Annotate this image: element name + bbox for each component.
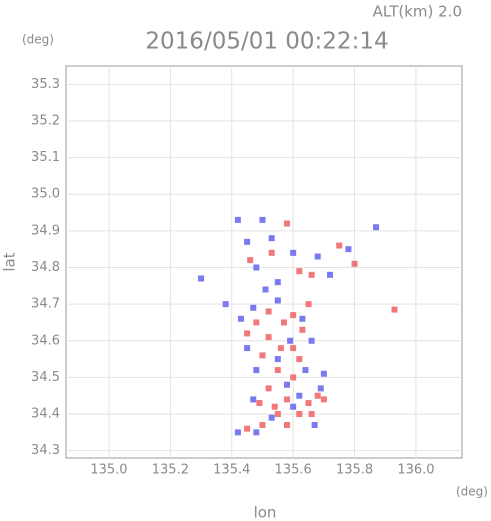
radar-echo	[336, 242, 343, 249]
y-tick-label: 35.1	[31, 150, 60, 165]
radar-echo	[280, 319, 287, 326]
radar-echo	[268, 235, 275, 242]
radar-echo	[244, 345, 251, 352]
chart-title: 2016/05/01 00:22:14	[145, 29, 388, 55]
radar-echo	[262, 286, 269, 293]
radar-echo	[274, 356, 281, 363]
y-tick-label: 34.4	[31, 407, 60, 422]
radar-echo	[314, 392, 321, 399]
radar-echo	[290, 403, 297, 410]
radar-echo	[302, 367, 309, 374]
radar-echo	[253, 264, 260, 271]
y-tick-label: 35.2	[31, 113, 60, 128]
radar-echo	[305, 400, 312, 407]
radar-echo	[290, 312, 297, 319]
radar-echo	[296, 392, 303, 399]
radar-echo	[265, 385, 272, 392]
radar-echo	[265, 308, 272, 315]
radar-echo	[256, 400, 263, 407]
radar-echo	[250, 304, 257, 311]
radar-echo	[351, 260, 358, 267]
radar-echo	[290, 345, 297, 352]
plot-frame	[65, 65, 463, 459]
radar-echo	[268, 249, 275, 256]
radar-echo	[268, 414, 275, 421]
radar-echo	[234, 216, 241, 223]
radar-echo	[345, 246, 352, 253]
x-tick-label: 135.4	[213, 463, 250, 478]
radar-echo	[253, 429, 260, 436]
radar-echo	[391, 306, 398, 313]
radar-echo	[308, 271, 315, 278]
y-axis-label: lat	[1, 252, 19, 271]
radar-echo	[311, 422, 318, 429]
radar-echo	[271, 403, 278, 410]
radar-echo	[274, 279, 281, 286]
radar-echo	[320, 396, 327, 403]
y-tick-label: 35.0	[31, 187, 60, 202]
radar-echo	[274, 367, 281, 374]
x-tick-label: 135.2	[152, 463, 189, 478]
y-tick-label: 34.7	[31, 297, 60, 312]
radar-echo	[222, 301, 229, 308]
y-tick-label: 34.3	[31, 443, 60, 458]
radar-echo	[317, 385, 324, 392]
radar-echo	[284, 381, 291, 388]
radar-echo	[234, 429, 241, 436]
radar-echo	[284, 422, 291, 429]
radar-echo	[299, 326, 306, 333]
radar-echo	[265, 334, 272, 341]
radar-echo	[253, 319, 260, 326]
y-tick-label: 35.3	[31, 77, 60, 92]
radar-echo	[308, 337, 315, 344]
radar-echo	[284, 220, 291, 227]
radar-echo	[296, 411, 303, 418]
x-tick-label: 136.0	[397, 463, 434, 478]
radar-echo	[284, 396, 291, 403]
radar-echo	[250, 396, 257, 403]
radar-echo	[296, 268, 303, 275]
radar-echo	[277, 345, 284, 352]
radar-echo	[373, 224, 380, 231]
radar-echo	[244, 330, 251, 337]
radar-echo	[305, 301, 312, 308]
y-tick-label: 34.9	[31, 223, 60, 238]
radar-echo	[247, 257, 254, 264]
radar-echo	[314, 253, 321, 260]
x-tick-label: 135.0	[90, 463, 127, 478]
radar-echo	[244, 425, 251, 432]
radar-echo	[296, 356, 303, 363]
radar-echo	[299, 315, 306, 322]
altitude-label: ALT(km) 2.0	[373, 3, 462, 21]
y-tick-label: 34.8	[31, 260, 60, 275]
radar-echo	[274, 297, 281, 304]
y-tick-label: 34.6	[31, 333, 60, 348]
radar-echo	[259, 422, 266, 429]
radar-echo	[308, 411, 315, 418]
x-axis-label: lon	[254, 504, 277, 521]
radar-echo	[290, 374, 297, 381]
radar-echo	[259, 216, 266, 223]
radar-echo	[198, 275, 205, 282]
radar-echo	[274, 411, 281, 418]
radar-echo	[327, 271, 333, 278]
y-unit: (deg)	[22, 33, 54, 47]
x-tick-label: 135.6	[275, 463, 312, 478]
radar-echo	[259, 352, 266, 359]
radar-echo	[244, 238, 251, 245]
radar-echo	[290, 249, 297, 256]
y-tick-label: 34.5	[31, 370, 60, 385]
x-unit: (deg)	[456, 485, 488, 499]
radar-echo	[320, 370, 327, 377]
radar-echo	[287, 337, 294, 344]
radar-echo	[237, 315, 244, 322]
radar-echo	[253, 367, 260, 374]
x-tick-label: 135.8	[336, 463, 373, 478]
